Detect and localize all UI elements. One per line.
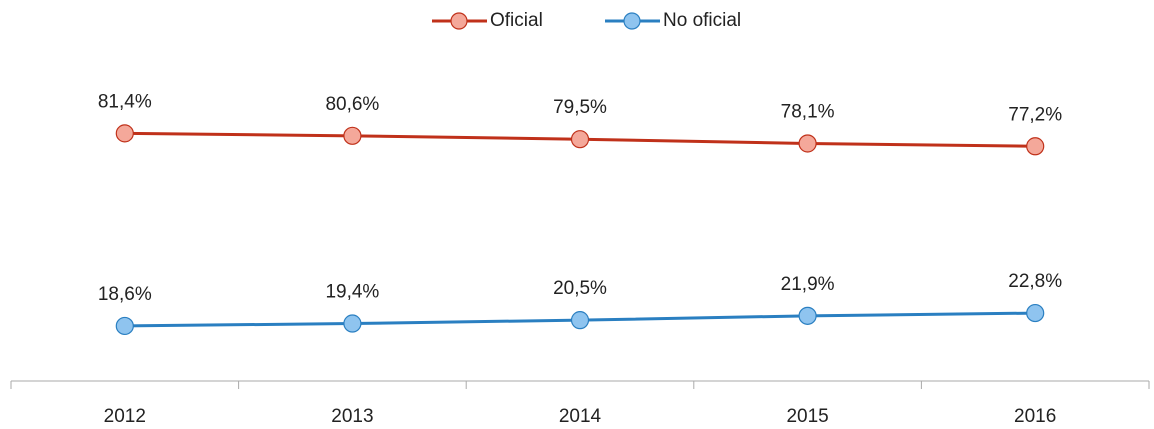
x-tick-label: 2013 — [331, 406, 373, 427]
data-label: 22,8% — [1008, 271, 1062, 292]
x-tick-label: 2014 — [559, 406, 602, 427]
data-point — [115, 316, 134, 336]
data-point — [1026, 303, 1045, 323]
x-tick-label: 2016 — [1014, 406, 1056, 427]
data-point — [798, 306, 817, 325]
data-label: 77,2% — [1008, 104, 1062, 125]
data-point — [798, 134, 817, 153]
data-point — [1026, 137, 1045, 156]
data-point — [343, 126, 362, 145]
x-tick-label: 2015 — [786, 406, 828, 427]
data-label: 80,6% — [325, 94, 379, 115]
data-label: 81,4% — [98, 91, 152, 112]
x-tick-label: 2012 — [104, 406, 146, 427]
data-point — [115, 124, 134, 143]
data-label: 79,5% — [553, 97, 607, 118]
legend-marker — [623, 12, 641, 30]
data-label: 20,5% — [553, 278, 607, 299]
data-point — [570, 311, 590, 330]
data-label: 19,4% — [325, 282, 379, 303]
legend-marker — [450, 12, 468, 30]
legend-label: No oficial — [663, 10, 741, 31]
data-point — [343, 314, 362, 333]
data-label: 78,1% — [781, 102, 835, 123]
data-point — [570, 130, 590, 149]
legend-label: Oficial — [490, 10, 543, 31]
data-label: 18,6% — [98, 284, 152, 305]
data-label: 21,9% — [781, 274, 835, 295]
